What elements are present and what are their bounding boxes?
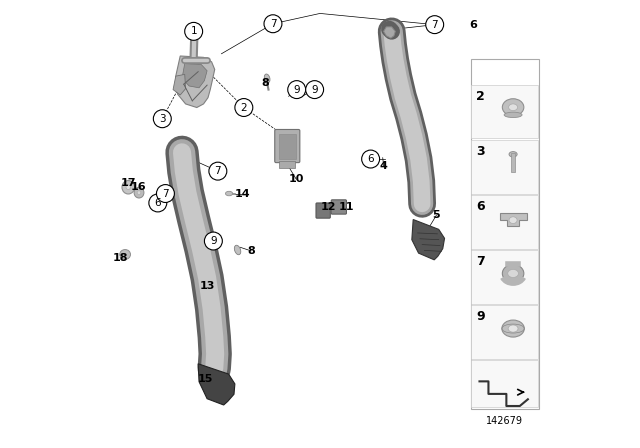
- Polygon shape: [173, 74, 186, 95]
- Text: 13: 13: [200, 281, 215, 291]
- Text: 16: 16: [131, 182, 146, 192]
- Ellipse shape: [234, 245, 241, 255]
- FancyBboxPatch shape: [511, 153, 515, 172]
- Text: 9: 9: [311, 85, 318, 95]
- Ellipse shape: [508, 325, 518, 332]
- Text: 6: 6: [154, 198, 161, 208]
- Ellipse shape: [137, 191, 141, 194]
- Ellipse shape: [508, 269, 518, 277]
- Polygon shape: [198, 364, 235, 405]
- FancyBboxPatch shape: [472, 195, 538, 249]
- FancyBboxPatch shape: [316, 203, 330, 218]
- Circle shape: [426, 16, 444, 34]
- Text: 10: 10: [289, 174, 304, 184]
- Polygon shape: [176, 56, 215, 108]
- Ellipse shape: [509, 217, 517, 224]
- Text: 8: 8: [247, 246, 255, 256]
- FancyBboxPatch shape: [472, 360, 538, 407]
- Ellipse shape: [126, 185, 131, 190]
- Text: 6: 6: [469, 20, 477, 30]
- Text: 15: 15: [198, 374, 214, 383]
- Polygon shape: [383, 27, 396, 38]
- Text: 7: 7: [214, 166, 221, 176]
- FancyBboxPatch shape: [472, 305, 538, 359]
- Circle shape: [264, 15, 282, 33]
- FancyBboxPatch shape: [275, 129, 300, 163]
- Text: 2: 2: [241, 103, 247, 112]
- Text: 17: 17: [120, 178, 136, 188]
- Circle shape: [156, 185, 174, 202]
- Text: 8: 8: [262, 78, 269, 88]
- Text: 5: 5: [433, 210, 440, 220]
- Ellipse shape: [504, 112, 522, 117]
- FancyBboxPatch shape: [279, 161, 295, 168]
- FancyBboxPatch shape: [472, 85, 538, 138]
- FancyBboxPatch shape: [472, 140, 538, 194]
- Polygon shape: [500, 213, 527, 226]
- Text: 2: 2: [476, 90, 484, 103]
- Text: 12: 12: [320, 202, 336, 212]
- Text: 7: 7: [476, 255, 484, 268]
- Polygon shape: [412, 220, 445, 260]
- Ellipse shape: [264, 74, 270, 83]
- Text: 3: 3: [159, 114, 166, 124]
- Circle shape: [154, 110, 172, 128]
- Text: 1: 1: [190, 26, 197, 36]
- Circle shape: [204, 232, 222, 250]
- Ellipse shape: [225, 191, 233, 196]
- Text: 18: 18: [113, 253, 128, 263]
- Text: 3: 3: [476, 145, 484, 158]
- Text: 6: 6: [367, 154, 374, 164]
- Circle shape: [185, 22, 203, 40]
- FancyBboxPatch shape: [279, 134, 296, 159]
- Circle shape: [209, 162, 227, 180]
- Circle shape: [235, 99, 253, 116]
- Ellipse shape: [502, 264, 524, 282]
- Text: 9: 9: [293, 85, 300, 95]
- Text: 7: 7: [431, 20, 438, 30]
- FancyBboxPatch shape: [472, 250, 538, 304]
- Circle shape: [362, 150, 380, 168]
- Circle shape: [288, 81, 306, 99]
- Text: 142679: 142679: [486, 416, 523, 426]
- FancyBboxPatch shape: [470, 59, 539, 409]
- Ellipse shape: [502, 320, 524, 337]
- Circle shape: [306, 81, 324, 99]
- Text: 11: 11: [338, 202, 354, 212]
- Ellipse shape: [509, 104, 518, 111]
- Text: 6: 6: [476, 200, 484, 213]
- Ellipse shape: [120, 250, 131, 259]
- Circle shape: [149, 194, 167, 212]
- Ellipse shape: [502, 99, 524, 116]
- Ellipse shape: [134, 187, 144, 198]
- Text: 9: 9: [476, 310, 484, 323]
- Text: 9: 9: [210, 236, 217, 246]
- Text: 14: 14: [234, 189, 250, 198]
- Ellipse shape: [509, 151, 517, 157]
- Polygon shape: [182, 64, 207, 88]
- FancyBboxPatch shape: [332, 200, 346, 214]
- Text: 7: 7: [269, 19, 276, 29]
- Text: 4: 4: [380, 161, 388, 171]
- Text: 7: 7: [162, 189, 169, 198]
- Ellipse shape: [122, 181, 134, 194]
